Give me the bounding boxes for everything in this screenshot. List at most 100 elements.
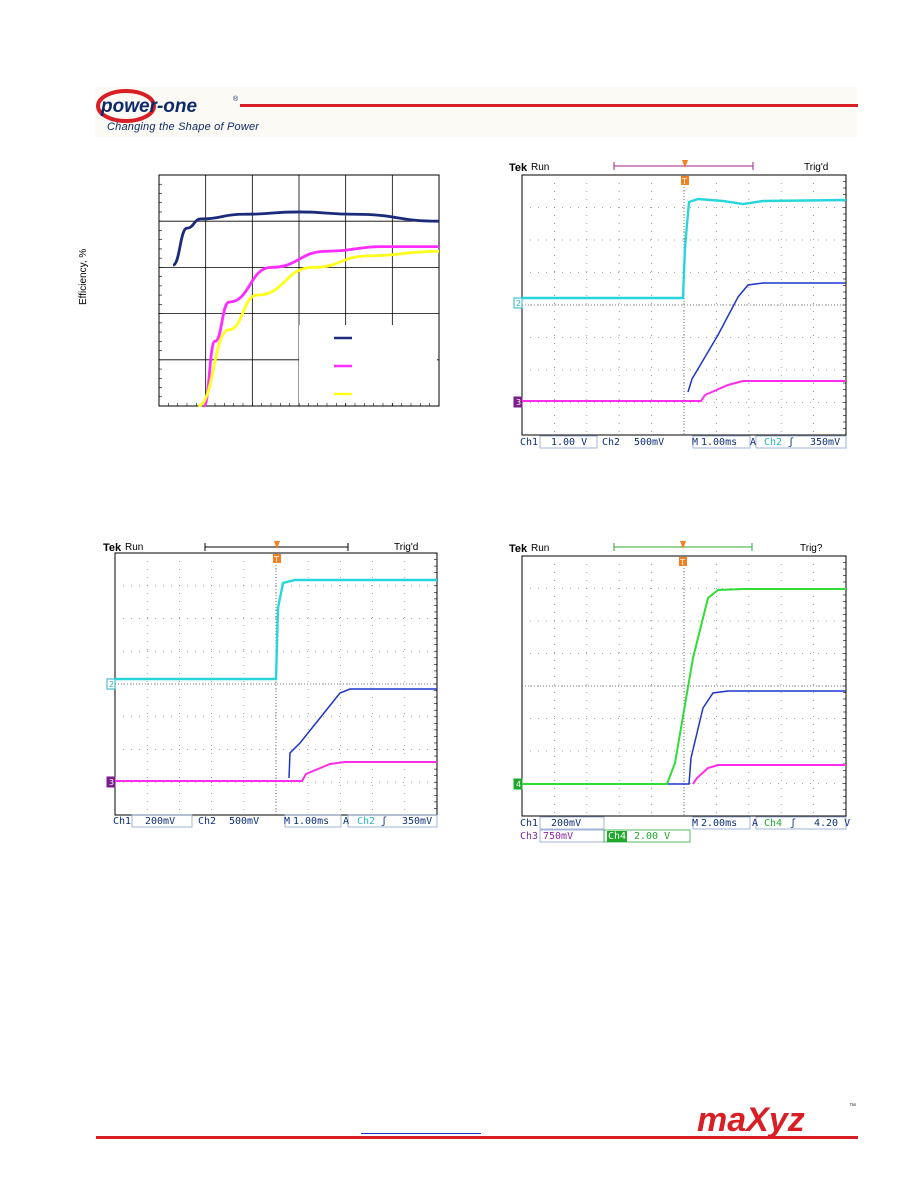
trigger-source: Ch2 — [764, 437, 783, 448]
ch2-value: 500mV — [229, 816, 260, 827]
logo-text: power-one — [100, 96, 197, 117]
efficiency-plot — [158, 174, 440, 408]
power-one-logo: power-one ® — [96, 89, 239, 123]
tagline: Changing the Shape of Power — [107, 121, 260, 133]
channel-marker-label: 2 — [109, 680, 114, 689]
channel-marker-label: 2 — [516, 299, 521, 308]
trigger-marker-icon — [681, 176, 689, 185]
run-label: Run — [531, 162, 550, 173]
trigger-source: Ch4 — [764, 818, 783, 829]
run-label: Run — [125, 542, 144, 553]
status-box — [284, 814, 342, 828]
ch1-trace-blue — [288, 688, 437, 779]
ch1-label: Ch1 — [520, 818, 539, 829]
ch1-label: Ch1 — [113, 816, 132, 827]
ch4-label: Ch4 — [607, 831, 628, 842]
brand-text: maXyz — [697, 1101, 805, 1139]
scope-1-screen: T 2 3 — [513, 160, 847, 449]
a-label: A — [752, 818, 759, 829]
trigger-marker-label: T — [273, 555, 279, 564]
m-label: M — [284, 816, 291, 827]
run-label: Run — [531, 543, 550, 554]
efficiency-chart: Efficiency, % — [78, 165, 450, 420]
tek-label: Tek — [509, 543, 528, 555]
ch3-trace-magenta — [522, 380, 846, 402]
ch1-label: Ch1 — [520, 437, 539, 448]
tek-label: Tek — [509, 162, 528, 174]
edge-icon: ʃ — [381, 816, 388, 827]
trigger-marker-icon — [679, 557, 687, 566]
trigger-marker-label: T — [681, 177, 687, 186]
footer-rule — [96, 1136, 858, 1139]
trigger-level: 350mV — [810, 437, 841, 448]
footer-link[interactable] — [361, 1119, 481, 1134]
m-label: M — [692, 437, 699, 448]
trigger-marker-icon — [273, 554, 281, 563]
status-box — [603, 829, 691, 843]
ch3-value: 750mV — [543, 831, 574, 842]
ch3-label: Ch3 — [520, 831, 539, 842]
trigger-position-icon — [682, 160, 688, 168]
status-box — [755, 435, 847, 449]
ch2-label: Ch2 — [602, 437, 621, 448]
timebase: 2.00ms — [701, 818, 738, 829]
header-band — [95, 87, 857, 137]
efficiency-series-2 — [202, 245, 439, 408]
trig-status: Trig? — [800, 543, 823, 554]
ch2-trace-cyan — [115, 578, 437, 681]
ch4-trace-green — [522, 588, 846, 785]
header-rule — [240, 104, 858, 107]
legend-box — [299, 325, 437, 403]
ch1-value: 200mV — [145, 816, 176, 827]
registered-mark: ® — [233, 95, 239, 103]
a-label: A — [750, 437, 757, 448]
ch1-trace-blue — [668, 690, 846, 785]
ch4-value: 2.00 V — [634, 831, 671, 842]
ch1-trace-blue — [687, 282, 846, 393]
trig-status: Trig'd — [394, 542, 419, 553]
maxyz-logo: maXyz ™ — [697, 1101, 856, 1139]
efficiency-series-1 — [172, 210, 440, 267]
channel-marker-label: 3 — [516, 398, 521, 407]
edge-icon: ʃ — [790, 818, 797, 829]
ch3-trace-magenta — [115, 761, 437, 782]
trigger-source: Ch2 — [357, 816, 376, 827]
timebase: 1.00ms — [293, 816, 330, 827]
a-label: A — [343, 816, 350, 827]
ch2-label: Ch2 — [198, 816, 217, 827]
m-label: M — [692, 818, 699, 829]
channel-marker-icon — [106, 678, 116, 690]
scope-2: Tek Run Trig'd T 2 3 Ch1 200mV Ch2 500mV M… — [100, 538, 445, 833]
timebase: 1.00ms — [701, 437, 738, 448]
channel-marker-label: 3 — [109, 778, 114, 787]
ch1-value: 200mV — [551, 818, 582, 829]
ch2-value: 500mV — [634, 437, 665, 448]
status-box — [539, 435, 598, 449]
trigger-marker-label: T — [679, 558, 685, 567]
channel-marker-icon — [513, 297, 523, 309]
trig-status: Trig'd — [804, 162, 829, 173]
ch3-trace-magenta — [692, 764, 846, 785]
status-box — [692, 435, 751, 449]
edge-icon: ʃ — [788, 437, 795, 448]
status-box — [131, 814, 193, 828]
ch2-trace-cyan — [522, 197, 847, 300]
status-box — [692, 816, 751, 830]
trigger-level: 350mV — [402, 816, 433, 827]
y-axis-label: Efficiency, % — [78, 248, 89, 305]
status-box — [347, 814, 438, 828]
scope-3-screen: T4 — [513, 541, 847, 843]
ch1-value: 1.00 V — [551, 437, 588, 448]
tek-label: Tek — [103, 542, 122, 554]
efficiency-series-3 — [197, 249, 440, 408]
scope-2-screen: T 2 3 — [106, 541, 438, 828]
status-box — [539, 816, 605, 830]
trigger-position-icon — [274, 541, 280, 549]
status-box — [755, 816, 847, 830]
trigger-position-icon — [680, 541, 686, 549]
channel-marker-label: 4 — [516, 780, 521, 789]
trigger-level: 4.20 V — [814, 818, 851, 829]
trademark: ™ — [849, 1103, 856, 1110]
